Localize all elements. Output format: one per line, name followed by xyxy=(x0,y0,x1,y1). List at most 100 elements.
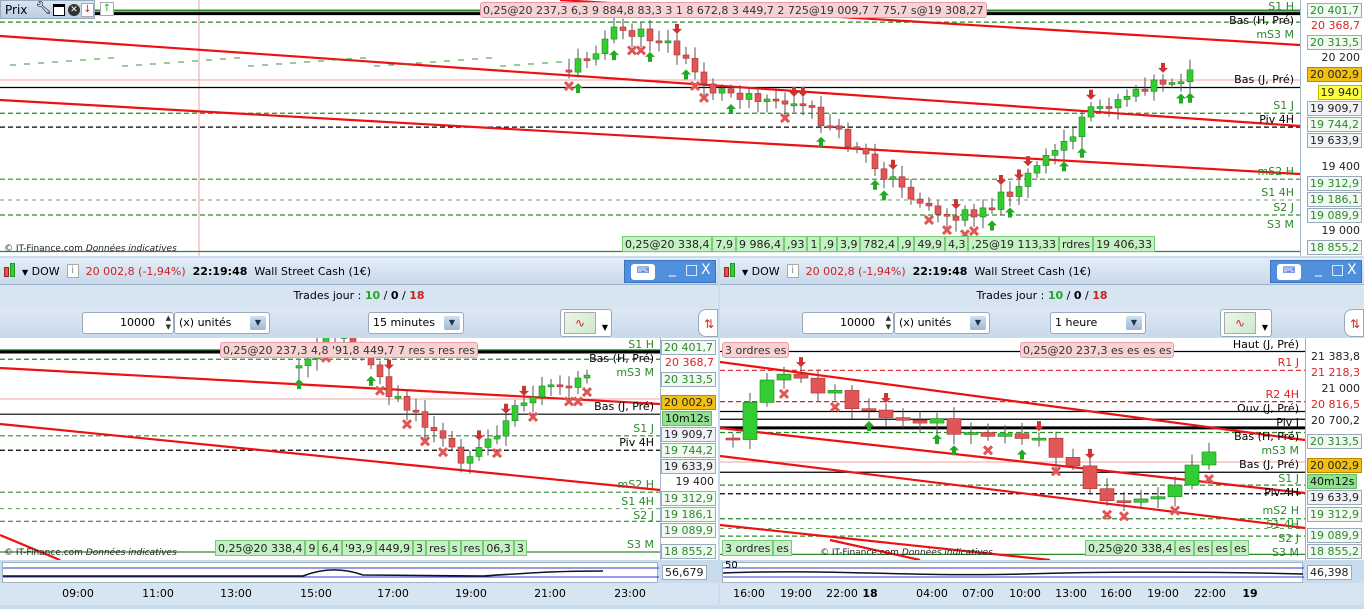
candle xyxy=(1078,116,1086,138)
price-axis-label: 20 368,7 xyxy=(1311,18,1360,32)
indicator-button[interactable]: ∿ ▼ xyxy=(560,309,612,337)
cross-stroke xyxy=(563,81,575,92)
trade-summary-segment: 0,25@20 237,3 es es es es xyxy=(1020,342,1175,358)
candlestick-icon[interactable] xyxy=(4,262,15,280)
time-label: 18 xyxy=(862,587,878,600)
cross-stroke xyxy=(419,436,431,447)
close-button[interactable]: X xyxy=(1347,262,1357,278)
candle xyxy=(980,432,996,437)
sell-arrow-icon[interactable]: ↓ xyxy=(81,3,94,17)
level-label: mS2 H xyxy=(1257,165,1294,179)
level-label: S3 M xyxy=(1272,546,1299,559)
keyboard-icon[interactable]: ⌨ xyxy=(631,264,655,280)
top-chart-canvas xyxy=(0,0,1300,256)
trade-summary-segment: es xyxy=(1193,540,1213,556)
exit-cross-icon xyxy=(968,225,980,237)
exit-cross-icon xyxy=(491,447,503,459)
candle xyxy=(430,427,438,432)
close-button[interactable]: X xyxy=(701,262,711,278)
price-chart[interactable]: S1 H Bas (H, Pré) mS3 M Bas (J, Pré) S1 J Piv… xyxy=(0,338,660,560)
candle xyxy=(1099,488,1115,502)
candlestick-icon[interactable] xyxy=(724,262,735,280)
indicator-button[interactable]: ∿ ▼ xyxy=(1220,309,1272,337)
sell-arrow-icon xyxy=(1086,89,1096,100)
spin-arrows-icon[interactable]: ▲ ▼ xyxy=(165,314,171,331)
maximize-button[interactable]: □ xyxy=(1331,262,1345,278)
trades-flat: 0 xyxy=(390,289,399,302)
price-axis-label: 19 186,1 xyxy=(661,507,716,522)
disclaimer-text: Données indicatives xyxy=(85,548,177,558)
timeframe-select[interactable]: 1 heure ▼ xyxy=(1050,312,1146,334)
candle xyxy=(1159,79,1167,85)
candle xyxy=(1065,457,1081,467)
maximize-button[interactable]: □ xyxy=(685,262,699,278)
info-icon[interactable]: i xyxy=(786,264,799,278)
candle xyxy=(871,153,879,170)
price-axis-label: 20 002,9 xyxy=(1307,458,1362,473)
buy-arrow-icon xyxy=(645,51,655,62)
candle xyxy=(946,418,962,435)
candle xyxy=(412,409,420,413)
buy-arrow-icon[interactable]: ↑ xyxy=(100,2,114,16)
trades-won: 10 xyxy=(364,289,381,302)
candle xyxy=(793,373,809,379)
exit-cross-icon xyxy=(527,411,539,422)
window-controls: ⌨ _ □ X xyxy=(624,260,716,283)
time-label: 11:00 xyxy=(142,587,174,600)
window-icon[interactable] xyxy=(53,4,65,16)
price-axis[interactable]: 21 383,8 21 218,3 21 000 20 816,5 20 700,2 20… xyxy=(1305,338,1364,560)
candle xyxy=(736,92,744,100)
top-price-chart[interactable]: Prix 🔧︎ ✕ ↓ ↑ 0,25@20 237,3 6,3 9 884,8 … xyxy=(0,0,1300,256)
candle xyxy=(1051,150,1059,156)
side-toggle-button[interactable]: ⇅ xyxy=(698,309,718,337)
candle xyxy=(808,105,816,108)
candle xyxy=(1133,498,1149,503)
panel-1h: ▼ DOW i 20 002,8 (-1,94%) 22:19:48 Wall … xyxy=(720,258,1364,609)
price-axis-label: 19 909,7 xyxy=(1307,101,1362,117)
trade-summary-segment: 3 ordres xyxy=(722,540,774,556)
instrument-dropdown[interactable]: ▼ DOW xyxy=(742,265,780,278)
cross-stroke xyxy=(401,419,413,430)
copyright: © IT-Finance.com Données indicatives xyxy=(820,548,993,558)
sell-arrow-icon xyxy=(474,430,484,441)
buy-arrow-icon xyxy=(1185,92,1195,103)
unit-value: (x) unités xyxy=(179,316,232,329)
buy-arrow-icon xyxy=(1176,93,1186,104)
quantity-stepper[interactable]: 10000 ▲ ▼ xyxy=(82,312,174,334)
timeframe-select[interactable]: 15 minutes ▼ xyxy=(368,312,464,334)
cross-stroke xyxy=(527,411,539,422)
minimize-button[interactable]: _ xyxy=(1315,261,1322,277)
candle xyxy=(565,385,573,389)
unit-select[interactable]: (x) unités ▼ xyxy=(174,312,270,334)
candle xyxy=(403,395,411,411)
close-circle-icon[interactable]: ✕ xyxy=(68,4,80,16)
wrench-icon[interactable]: 🔧︎ xyxy=(35,1,52,16)
info-icon[interactable]: i xyxy=(66,264,79,278)
candle xyxy=(907,186,915,200)
level-label: Bas (J, Pré) xyxy=(1239,458,1299,472)
top-price-axis[interactable]: 20 401,7 20 368,7 20 313,5 20 200 20 002,9 19… xyxy=(1300,0,1364,256)
trade-summary-segment: 0,25@20 338,4 xyxy=(1085,540,1176,556)
exit-cross-icon xyxy=(1169,505,1181,516)
level-label: S1 J xyxy=(633,421,654,435)
chart-toolbar: Prix 🔧︎ ✕ ↓ xyxy=(0,0,95,19)
exit-cross-icon xyxy=(581,386,593,398)
trade-summary-segment: es xyxy=(773,540,792,556)
quantity-stepper[interactable]: 10000 ▲ ▼ xyxy=(802,312,894,334)
unit-select[interactable]: (x) unités ▼ xyxy=(894,312,990,334)
candle xyxy=(952,215,960,221)
price-axis-label: 20 401,7 xyxy=(661,340,716,356)
orders-summary: 3 ordres es xyxy=(722,540,792,556)
price-axis-label: 19 633,9 xyxy=(1307,133,1362,149)
instrument-dropdown[interactable]: ▼ DOW xyxy=(22,265,60,278)
price-axis-label: 19 089,9 xyxy=(1307,528,1362,543)
side-toggle-button[interactable]: ⇅ xyxy=(1344,309,1364,337)
level-label: mS2 H xyxy=(617,478,654,492)
keyboard-icon[interactable]: ⌨ xyxy=(1277,264,1301,280)
minimize-button[interactable]: _ xyxy=(669,261,676,277)
candle xyxy=(394,395,402,399)
instrument-full-name: Wall Street Cash (1€) xyxy=(254,264,372,278)
price-axis[interactable]: 20 401,7 20 368,7 20 313,5 20 002,9 19 909,7… xyxy=(660,338,718,560)
spin-arrows-icon[interactable]: ▲ ▼ xyxy=(885,314,891,331)
